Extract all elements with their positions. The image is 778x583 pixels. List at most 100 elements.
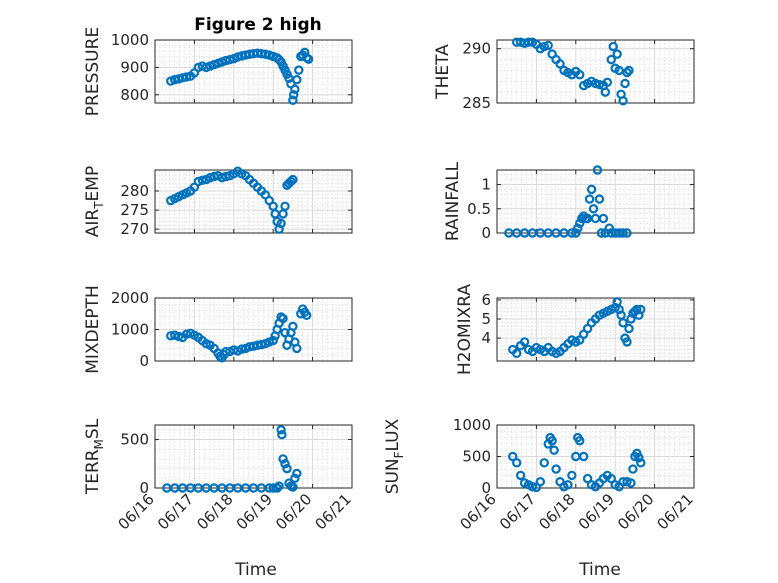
y-axis-label: THETA <box>433 44 453 100</box>
series-markers <box>166 166 298 234</box>
y-axis-label: RAINFALL <box>443 161 463 241</box>
data-point <box>236 344 247 354</box>
data-point <box>512 458 522 468</box>
data-point <box>260 49 271 59</box>
data-point <box>282 463 292 474</box>
data-point <box>596 228 607 238</box>
subplot-1: 800 900 1000 PRESSURE <box>83 27 353 116</box>
y-tick-label: 0 <box>139 352 149 370</box>
data-point <box>268 335 278 346</box>
data-point <box>543 40 553 51</box>
series-markers <box>162 425 302 493</box>
data-point <box>181 72 192 82</box>
data-point <box>573 223 583 233</box>
y-tick-label: 0.5 <box>467 200 491 218</box>
data-point <box>578 451 589 462</box>
subplot-7: 050006/1606/1706/1806/1906/2006/21TERRMS… <box>83 418 355 533</box>
data-point <box>626 478 636 488</box>
data-point <box>277 429 287 440</box>
data-point <box>303 54 314 64</box>
data-point <box>288 174 298 185</box>
data-point <box>256 339 267 350</box>
data-point <box>276 425 286 435</box>
data-point <box>584 194 595 204</box>
y-tick-label: 275 <box>120 201 149 219</box>
y-axis-label: TERRMSL <box>83 418 106 495</box>
axes-box <box>496 39 695 104</box>
y-tick-label: 500 <box>462 448 491 466</box>
data-point <box>575 436 585 446</box>
axes-box <box>154 39 353 104</box>
data-point <box>292 468 302 479</box>
data-point <box>292 343 302 354</box>
y-axis-label: MIXDEPTH <box>83 285 103 374</box>
data-point <box>594 194 605 204</box>
data-point <box>292 75 302 85</box>
y-tick-label: 1000 <box>111 321 149 339</box>
data-point <box>280 201 290 211</box>
y-tick-label: 0 <box>481 479 491 497</box>
y-tick-label: 2000 <box>111 289 149 307</box>
y-axis-label: SUNFLUX <box>383 418 406 494</box>
y-axis-label: PRESSURE <box>83 27 103 116</box>
series-markers <box>508 297 646 359</box>
y-axis-label: H2OMIXRA <box>455 284 475 375</box>
data-point <box>539 458 549 468</box>
data-point <box>294 65 304 75</box>
data-point <box>274 481 284 491</box>
data-point <box>555 59 565 69</box>
data-point <box>600 87 611 97</box>
data-point <box>588 204 599 214</box>
data-point <box>622 337 632 347</box>
data-point <box>634 453 644 463</box>
data-point <box>618 318 628 328</box>
y-tick-label: 290 <box>462 40 491 58</box>
data-point <box>602 77 613 88</box>
data-point <box>288 321 298 332</box>
y-tick-label: 0 <box>139 479 149 497</box>
axes-box <box>496 297 695 362</box>
data-point <box>620 78 630 89</box>
data-point <box>624 65 634 76</box>
data-point <box>288 95 298 105</box>
y-tick-label: 0 <box>481 224 491 242</box>
data-point <box>173 331 184 342</box>
y-tick-label: 5 <box>481 310 491 328</box>
data-point <box>622 228 632 238</box>
data-point <box>598 213 609 224</box>
subplot-5: 0 1000 2000 MIXDEPTH <box>83 285 353 374</box>
data-point <box>221 171 231 182</box>
data-point <box>535 477 546 487</box>
data-point <box>290 84 300 95</box>
data-point <box>301 310 312 321</box>
y-tick-label: 1000 <box>111 31 149 49</box>
axes-box <box>154 424 353 489</box>
data-point <box>288 482 298 492</box>
series-markers <box>508 432 646 493</box>
minor-grid <box>497 40 694 104</box>
data-point <box>563 480 573 490</box>
subplot-2: 285 290 THETA <box>433 37 695 112</box>
y-tick-label: 6 <box>481 291 491 309</box>
data-point <box>624 323 634 334</box>
data-point <box>571 228 581 238</box>
series-markers <box>166 304 312 363</box>
data-point <box>586 184 597 195</box>
data-point <box>276 218 286 229</box>
data-point <box>567 470 577 481</box>
data-point <box>636 304 646 315</box>
y-tick-label: 280 <box>120 182 149 200</box>
data-point <box>575 218 585 229</box>
data-point <box>508 451 518 462</box>
axes-box <box>496 169 695 234</box>
y-tick-label: 270 <box>120 220 149 238</box>
y-tick-label: 900 <box>120 58 149 76</box>
data-point <box>523 37 534 47</box>
data-point <box>632 448 642 459</box>
data-point <box>512 348 522 359</box>
data-point <box>547 436 557 446</box>
data-point <box>618 96 628 106</box>
